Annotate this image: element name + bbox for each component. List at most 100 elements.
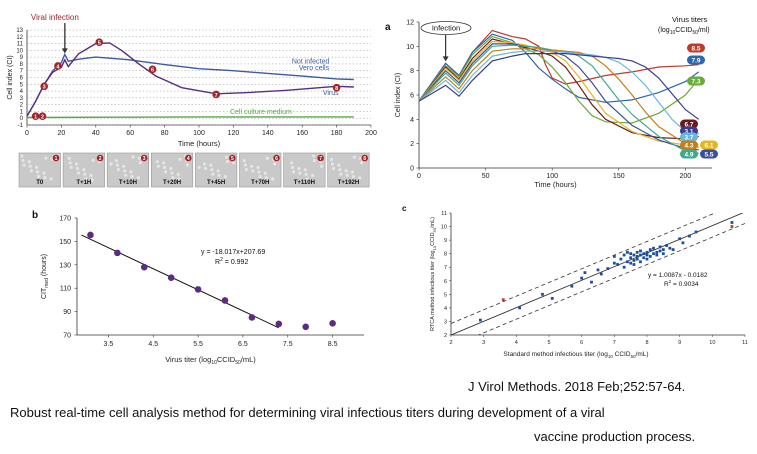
y-tick-label: 0 — [410, 166, 414, 173]
y-tick-label: 90 — [63, 309, 71, 316]
x-tick-label: 180 — [331, 130, 343, 137]
series-titer-5.5 — [418, 43, 699, 151]
panel-label-a: a — [385, 22, 391, 33]
thumbnail-cell — [242, 159, 246, 163]
x-tick-label: 160 — [296, 130, 308, 137]
y-tick-label: 170 — [59, 216, 71, 223]
thumbnail-badge — [361, 154, 369, 162]
y-tick-label: 7 — [444, 265, 447, 271]
thumbnail-cell — [76, 171, 81, 175]
data-point — [639, 249, 642, 253]
x-tick-label: 4 — [515, 340, 518, 346]
thumbnail-number: 2 — [99, 156, 102, 162]
annotation-medium: Cell culture medium — [230, 109, 292, 116]
data-point — [635, 257, 639, 261]
thumbnail-badge — [185, 154, 192, 162]
data-point — [626, 260, 629, 264]
data-point — [629, 252, 633, 256]
thumbnail-badge — [96, 154, 104, 162]
thumbnail-cell — [250, 164, 254, 168]
y-tick-label: 10 — [16, 48, 23, 54]
data-point — [688, 234, 691, 238]
thumbnail-cell — [90, 178, 94, 182]
thumbnail-cell — [224, 155, 228, 159]
thumbnail-label: T0 — [36, 180, 44, 186]
data-point — [655, 250, 659, 254]
data-point — [590, 280, 593, 284]
thumbnail-cell — [68, 161, 72, 165]
y-title-c: /mL) — [430, 217, 436, 228]
y-tick-label: 4 — [20, 89, 24, 95]
y-tick-label: 7 — [20, 69, 24, 75]
series-virus — [26, 42, 354, 117]
r-squared-label: R2 = 0.992 — [215, 257, 248, 266]
y-tick-label: 10 — [441, 225, 447, 231]
data-point — [114, 249, 121, 257]
titer-badge — [680, 119, 698, 129]
x-tick-label: 10 — [709, 340, 715, 346]
thumbnail-cell — [203, 166, 208, 171]
thumbnail-cell — [209, 163, 213, 167]
thumbnail-cell — [156, 164, 160, 168]
thumbnail-cell — [170, 171, 174, 175]
thumbnail-cell — [329, 157, 334, 162]
thumbnail-cell — [21, 158, 25, 163]
thumbnail-cell — [311, 154, 316, 158]
thumbnail-cell — [20, 154, 24, 158]
titer-badge-label: 7.3 — [691, 79, 700, 86]
thumbnail-cell — [137, 156, 141, 160]
thumbnail-cell — [185, 163, 190, 167]
thumbnail-label: T+70H — [251, 180, 269, 186]
thumbnail-cell — [22, 163, 26, 167]
fit-line — [81, 234, 280, 329]
data-point — [622, 253, 626, 257]
thumbnail-cell — [178, 157, 182, 161]
titer-badge-label: 6.7 — [684, 122, 693, 129]
thumbnail-cell — [331, 166, 336, 171]
series-titer-7.3 — [418, 35, 700, 124]
data-point — [329, 320, 336, 327]
thumbnail-cell — [83, 172, 87, 176]
x-title-a: Standard method infectious titer (log — [503, 351, 608, 358]
thumbnail-badge — [140, 154, 148, 162]
y-tick-label: 3 — [444, 319, 447, 325]
data-point — [570, 284, 574, 288]
legend-title: Virus titers — [672, 15, 708, 24]
data-point — [730, 221, 734, 224]
y-tick-label: 2 — [444, 333, 447, 339]
thumbnail-cell — [131, 155, 135, 159]
titer-badge-label: 4.9 — [684, 152, 693, 159]
lower-band — [477, 223, 745, 335]
series-cell-culture-medium — [26, 116, 354, 119]
thumbnail-cell — [352, 155, 356, 159]
thumbnail-cell — [67, 156, 71, 160]
r2-r: R — [215, 259, 220, 266]
thumbnail-cell — [129, 170, 133, 174]
data-point — [681, 241, 685, 245]
thumbnail-cell — [292, 170, 296, 174]
thumbnail-cell — [44, 156, 48, 160]
y-tick-label: -1 — [18, 123, 24, 129]
data-point — [642, 252, 646, 256]
titer-badge — [680, 140, 698, 150]
thumbnail-cell — [28, 164, 32, 168]
titer-badge-label: 3.1 — [684, 129, 693, 136]
y-tick-label: 10 — [406, 44, 414, 51]
x-tick-label: 200 — [680, 173, 692, 180]
data-point — [619, 257, 623, 261]
data-point — [661, 248, 665, 251]
data-point — [599, 272, 603, 276]
titer-badge — [680, 132, 698, 142]
r2-sup: 2 — [669, 279, 672, 284]
data-point — [658, 249, 662, 253]
marker-number-3: 3 — [43, 85, 46, 91]
thumbnail-cell — [116, 168, 120, 172]
thumbnail-cell — [223, 175, 227, 179]
y-tick-label: 150 — [59, 239, 71, 246]
x-axis-title: Virus titer (log10CCID50/mL) — [165, 355, 256, 366]
x-title-c: /mL) — [636, 351, 649, 358]
thumbnail-cell — [291, 165, 295, 169]
series-titer-4.3 — [418, 48, 699, 148]
titer-badge — [687, 76, 705, 86]
panel-a-virus-titers: a 0 2 4 6 8 10 12 0 50 100 150 200 Time (hours) Cell i… — [385, 15, 718, 189]
